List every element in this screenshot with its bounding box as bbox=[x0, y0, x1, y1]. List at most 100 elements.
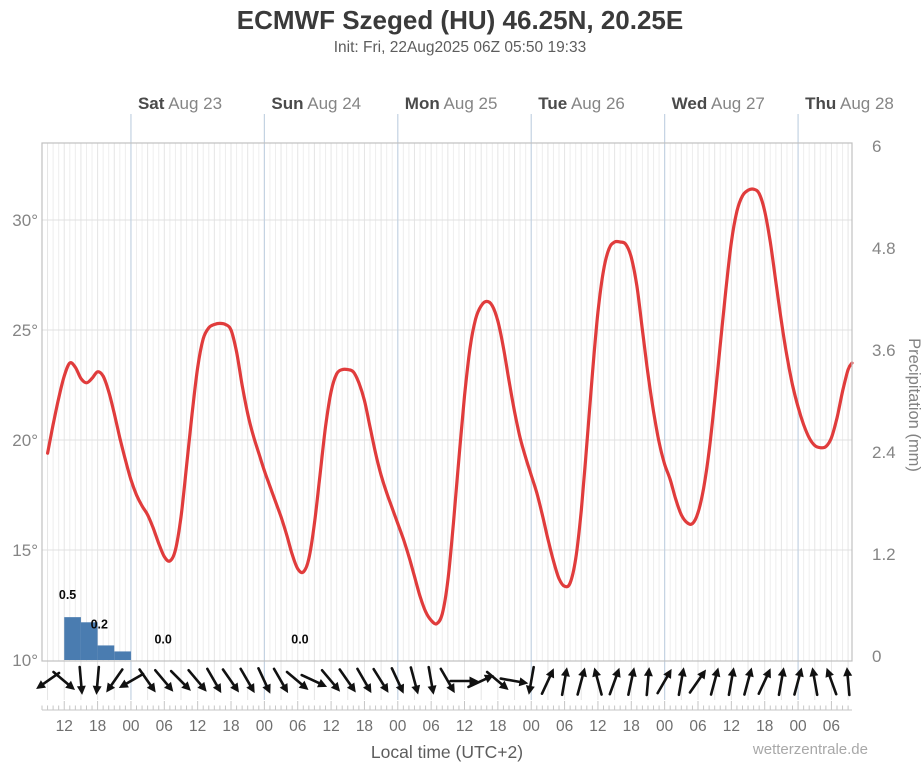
wind-arrow-head bbox=[317, 679, 328, 688]
wind-arrow-shaft bbox=[846, 674, 851, 697]
precipitation-axis-ticks: 6 4.8 3.6 2.4 1.2 0 bbox=[872, 137, 896, 666]
wind-arrow-shaft bbox=[390, 667, 402, 687]
wind-arrow bbox=[320, 668, 341, 692]
time-tick-label: 00 bbox=[523, 718, 541, 735]
wind-arrow-head bbox=[612, 667, 621, 678]
wind-arrow-shaft bbox=[272, 667, 285, 687]
temp-tick-label: 15° bbox=[12, 541, 38, 560]
wind-arrow-head bbox=[279, 683, 289, 694]
time-tick-label: 12 bbox=[56, 718, 73, 735]
wind-arrow bbox=[427, 665, 437, 695]
wind-arrow-head bbox=[446, 683, 455, 694]
wind-arrow bbox=[206, 667, 222, 694]
wind-arrow-shaft bbox=[688, 675, 703, 694]
wind-arrow-shaft bbox=[356, 667, 369, 687]
wind-arrow-shaft bbox=[169, 669, 186, 686]
day-label: Thu Aug 28 bbox=[805, 94, 894, 113]
wind-arrow-head bbox=[197, 681, 207, 692]
wind-arrow-head bbox=[795, 667, 804, 678]
wind-arrow-shaft bbox=[709, 674, 718, 696]
gridlines bbox=[42, 143, 852, 700]
wind-arrow bbox=[793, 667, 804, 696]
wind-arrow-shaft bbox=[95, 665, 101, 688]
wind-arrow-shaft bbox=[338, 668, 352, 687]
wind-arrow-head bbox=[76, 685, 86, 695]
precip-tick-label: 2.4 bbox=[872, 443, 896, 462]
wind-arrow bbox=[187, 668, 207, 692]
time-tick-label: 00 bbox=[656, 718, 674, 735]
wind-arrow-head bbox=[578, 667, 587, 678]
wind-arrow bbox=[239, 667, 255, 694]
wind-arrow-head bbox=[212, 683, 222, 694]
precip-value-label: 0.0 bbox=[291, 633, 308, 647]
wind-arrow-shaft bbox=[110, 668, 124, 687]
x-axis-title: Local time (UTC+2) bbox=[371, 742, 523, 762]
wind-arrow-shaft bbox=[529, 665, 535, 688]
wind-arrow bbox=[118, 672, 145, 688]
precip-tick-label: 3.6 bbox=[872, 341, 896, 360]
wind-arrow bbox=[92, 665, 102, 695]
precip-bar bbox=[80, 622, 98, 660]
wind-arrows bbox=[36, 665, 853, 697]
time-tick-label: 12 bbox=[456, 718, 473, 735]
day-label: Mon Aug 25 bbox=[405, 94, 498, 113]
watermark: wetterzentrale.de bbox=[752, 741, 868, 758]
wind-arrow bbox=[52, 670, 75, 690]
wind-arrow-head bbox=[825, 667, 834, 678]
wind-arrow-head bbox=[498, 680, 509, 690]
wind-arrow bbox=[485, 670, 509, 690]
temp-tick-label: 25° bbox=[12, 321, 38, 340]
wind-arrow bbox=[356, 667, 372, 694]
wind-arrow-shaft bbox=[320, 668, 336, 687]
wind-arrow bbox=[449, 676, 479, 686]
wind-arrow-shaft bbox=[78, 665, 83, 688]
time-tick-label: 06 bbox=[156, 718, 173, 735]
wind-arrow-shaft bbox=[187, 668, 203, 687]
wind-arrow bbox=[338, 668, 356, 693]
wind-arrow-head bbox=[36, 680, 46, 689]
wind-arrow-shaft bbox=[439, 667, 452, 687]
wind-arrow-head bbox=[262, 683, 271, 694]
wind-arrow bbox=[272, 667, 289, 694]
wind-arrow-head bbox=[809, 667, 819, 677]
wind-arrow bbox=[106, 668, 124, 693]
wind-arrow bbox=[169, 669, 191, 691]
temperature-line bbox=[46, 187, 854, 626]
wind-arrow-head bbox=[592, 667, 601, 678]
wind-arrow-shaft bbox=[221, 668, 236, 687]
wind-arrow-head bbox=[164, 681, 174, 692]
time-tick-label: 06 bbox=[823, 718, 840, 735]
wind-arrow-head bbox=[627, 667, 637, 677]
wind-arrow bbox=[390, 667, 404, 694]
wind-arrow-shaft bbox=[576, 674, 584, 696]
wind-arrow-shaft bbox=[757, 675, 769, 695]
wind-arrow-shaft bbox=[828, 675, 838, 696]
wind-arrow bbox=[643, 667, 653, 697]
precipitation-axis-title: Precipitation (mm) bbox=[905, 338, 921, 472]
wind-arrow-shaft bbox=[427, 665, 434, 688]
wind-arrow-head bbox=[518, 677, 529, 687]
time-tick-label: 18 bbox=[756, 718, 773, 735]
day-ticks bbox=[130, 114, 799, 143]
precip-tick-label: 1.2 bbox=[872, 545, 896, 564]
temp-tick-label: 30° bbox=[12, 211, 38, 230]
wind-arrow bbox=[592, 667, 603, 696]
temp-tick-label: 20° bbox=[12, 431, 38, 450]
wind-arrow-shaft bbox=[409, 666, 418, 688]
temp-tick-label: 10° bbox=[12, 651, 38, 670]
day-labels: Sat Aug 23 Sun Aug 24 Mon Aug 25 Tue Aug 26… bbox=[138, 94, 894, 113]
wind-arrow-shaft bbox=[285, 670, 303, 686]
wind-arrow-head bbox=[525, 685, 535, 695]
wind-arrow bbox=[300, 673, 328, 688]
wind-arrow bbox=[576, 667, 587, 696]
time-tick-label: 18 bbox=[222, 718, 239, 735]
wind-arrow-head bbox=[380, 682, 389, 693]
wind-arrow bbox=[757, 668, 771, 695]
wind-arrow-head bbox=[65, 680, 75, 690]
time-tick-label: 00 bbox=[122, 718, 140, 735]
wind-arrow-head bbox=[298, 680, 309, 690]
wind-arrow-head bbox=[561, 667, 570, 677]
wind-arrow-head bbox=[643, 667, 653, 677]
wind-arrow-head bbox=[545, 668, 555, 679]
wind-arrow-shaft bbox=[206, 667, 219, 687]
